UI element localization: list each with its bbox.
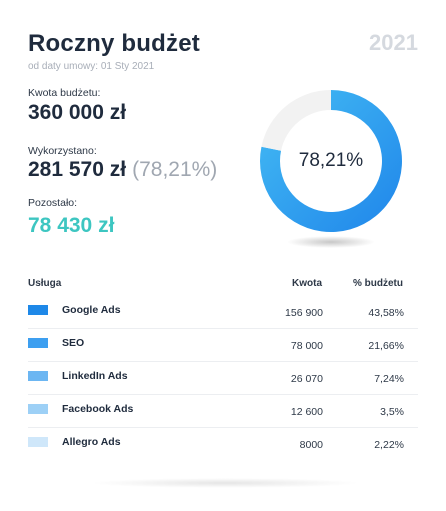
table-row: LinkedIn Ads 26 070 7,24%: [28, 362, 418, 395]
service-name: Facebook Ads: [62, 403, 134, 415]
table-row: SEO 78 000 21,66%: [28, 329, 418, 362]
budget-donut-chart: 78,21%: [260, 90, 402, 248]
col-header-share: % budżetu: [353, 278, 403, 289]
service-amount: 8000: [299, 439, 323, 451]
col-header-amount: Kwota: [292, 278, 322, 289]
service-name: LinkedIn Ads: [62, 370, 128, 382]
card-bottom-shadow: [90, 478, 360, 488]
donut-center-label: 78,21%: [299, 150, 364, 171]
donut-slice-remaining: [261, 90, 331, 151]
service-name: Allegro Ads: [62, 436, 121, 448]
used-value: 281 570 zł: [28, 158, 127, 181]
service-share: 3,5%: [380, 406, 404, 418]
service-share: 2,22%: [374, 439, 404, 451]
contract-date: od daty umowy: 01 Sty 2021: [28, 61, 155, 72]
color-swatch: [28, 404, 48, 414]
service-amount: 78 000: [290, 340, 323, 352]
color-swatch: [28, 305, 48, 315]
service-amount: 156 900: [285, 307, 323, 319]
color-swatch: [28, 338, 48, 348]
used-percent: (78,21%): [132, 158, 218, 181]
remaining-label: Pozostało:: [28, 197, 78, 209]
color-swatch: [28, 437, 48, 447]
service-name: SEO: [62, 337, 85, 349]
service-amount: 12 600: [290, 406, 323, 418]
remaining-value: 78 430 zł: [28, 214, 115, 237]
table-row: Facebook Ads 12 600 3,5%: [28, 395, 418, 428]
donut-shadow: [287, 236, 375, 248]
service-amount: 26 070: [290, 373, 323, 385]
table-row: Google Ads 156 900 43,58%: [28, 296, 418, 329]
table-row: Allegro Ads 8000 2,22%: [28, 428, 418, 460]
budget-amount-label: Kwota budżetu:: [28, 87, 101, 99]
service-share: 7,24%: [374, 373, 404, 385]
col-header-service: Usługa: [28, 278, 62, 289]
service-share: 21,66%: [368, 340, 404, 352]
color-swatch: [28, 371, 48, 381]
budget-amount-value: 360 000 zł: [28, 101, 127, 124]
service-name: Google Ads: [62, 304, 121, 316]
year-label: 2021: [369, 30, 418, 55]
page-title: Roczny budżet: [28, 30, 200, 57]
used-label: Wykorzystano:: [28, 145, 97, 157]
service-share: 43,58%: [368, 307, 404, 319]
used-value-row: 281 570 zł (78,21%): [28, 158, 217, 182]
